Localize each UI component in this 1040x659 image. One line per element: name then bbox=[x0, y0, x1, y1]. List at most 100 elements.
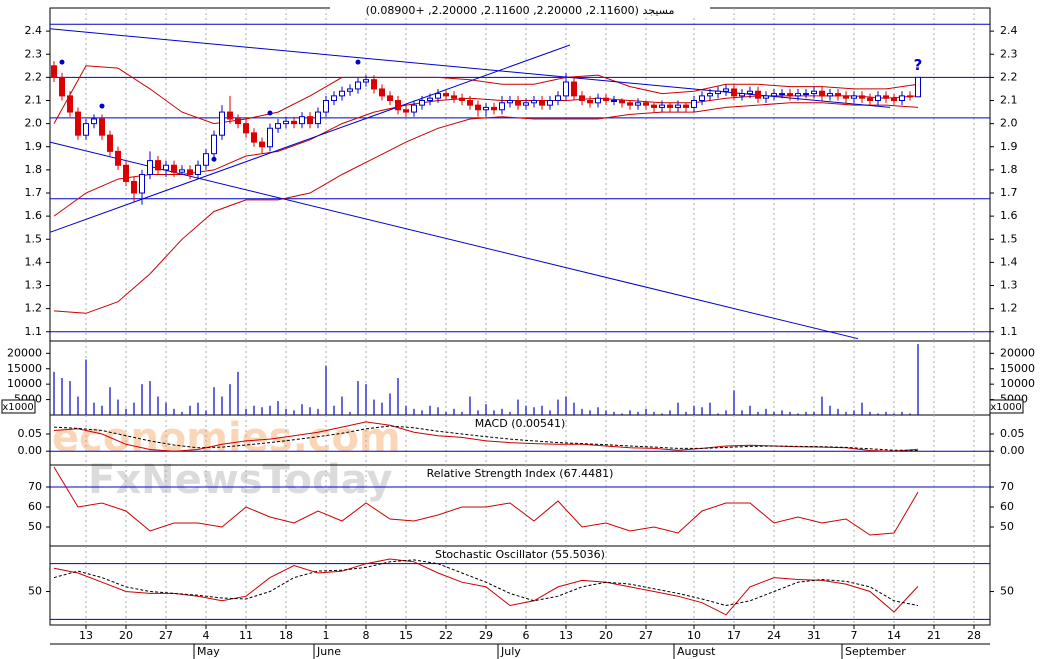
candle-body bbox=[707, 93, 713, 97]
candle-body bbox=[755, 90, 761, 99]
y-tick-label: 1.1 bbox=[1000, 325, 1018, 338]
x-tick-label: 20 bbox=[119, 629, 133, 642]
y-tick-label: 50 bbox=[28, 520, 42, 533]
y-tick-label: 2.4 bbox=[1000, 24, 1018, 37]
indicator-line bbox=[53, 559, 919, 607]
candle-body bbox=[723, 88, 729, 92]
candle-body bbox=[83, 123, 89, 136]
candle-body bbox=[315, 111, 321, 125]
candle-body bbox=[195, 164, 201, 175]
x-tick-label: 13 bbox=[559, 629, 573, 642]
indicator-line bbox=[53, 466, 919, 536]
y-tick-label: 10000 bbox=[7, 377, 42, 390]
y-tick-label: 70 bbox=[1000, 480, 1014, 493]
trend-line bbox=[49, 141, 859, 340]
y-tick-label: 50 bbox=[28, 585, 42, 598]
x-tick-label: 4 bbox=[203, 629, 210, 642]
candle-body bbox=[171, 164, 177, 173]
candle-body bbox=[675, 104, 681, 108]
candle-body bbox=[507, 100, 513, 104]
bollinger-band bbox=[53, 65, 919, 125]
candle-body bbox=[219, 111, 225, 136]
y-tick-label: 2.4 bbox=[25, 24, 43, 37]
candle-body bbox=[891, 97, 897, 101]
candle-body bbox=[475, 104, 481, 111]
x-tick-label: 6 bbox=[523, 629, 530, 642]
candle-body bbox=[443, 93, 449, 97]
y-tick-label: 2.0 bbox=[1000, 117, 1018, 130]
candle-body bbox=[899, 95, 905, 101]
candle-body bbox=[731, 88, 737, 97]
candle-body bbox=[123, 164, 129, 182]
candle-body bbox=[403, 109, 409, 113]
candle-body bbox=[419, 100, 425, 106]
panel-title: MACD (0.00541) bbox=[475, 417, 566, 430]
y-tick-label: 0.00 bbox=[18, 444, 43, 457]
candle-body bbox=[907, 95, 913, 98]
trend-line bbox=[49, 44, 571, 233]
candle-body bbox=[635, 102, 641, 106]
candle-body bbox=[99, 118, 105, 136]
candle-body bbox=[75, 111, 81, 136]
y-tick-label: 0.00 bbox=[1000, 444, 1025, 457]
y-tick-label: 1.4 bbox=[1000, 255, 1018, 268]
candle-body bbox=[387, 95, 393, 101]
candle-body bbox=[203, 153, 209, 166]
candle-body bbox=[459, 97, 465, 101]
candle-body bbox=[747, 90, 753, 95]
x-tick-label: 28 bbox=[967, 629, 981, 642]
candle-body bbox=[435, 93, 441, 99]
y-tick-label: 60 bbox=[1000, 500, 1014, 513]
y-tick-label: 2.1 bbox=[1000, 94, 1018, 107]
month-label: August bbox=[677, 645, 716, 658]
watermark: FxNewsToday bbox=[88, 457, 392, 503]
month-label: June bbox=[316, 645, 341, 658]
indicator-line bbox=[53, 425, 919, 451]
candle-body bbox=[187, 169, 193, 175]
y-tick-label: 1.3 bbox=[25, 279, 43, 292]
candle-body bbox=[571, 81, 577, 97]
y-tick-label: 1.3 bbox=[1000, 279, 1018, 292]
candle-body bbox=[139, 174, 145, 194]
candle-body bbox=[107, 134, 113, 152]
candle-body bbox=[235, 118, 241, 125]
candle-body bbox=[251, 132, 257, 143]
candle-body bbox=[667, 104, 673, 108]
candle-body bbox=[683, 104, 689, 108]
candle-body bbox=[331, 95, 337, 101]
y-tick-label: 2.3 bbox=[1000, 47, 1018, 60]
candle-body bbox=[91, 118, 97, 125]
candle-body bbox=[803, 93, 809, 96]
x-tick-label: 15 bbox=[399, 629, 413, 642]
x-tick-label: 10 bbox=[687, 629, 701, 642]
x-tick-label: 27 bbox=[639, 629, 653, 642]
candle-body bbox=[339, 90, 345, 97]
candle-body bbox=[227, 111, 233, 120]
candle-body bbox=[651, 104, 657, 108]
candle-body bbox=[115, 150, 121, 166]
y-tick-label: 50 bbox=[1000, 585, 1014, 598]
candle-body bbox=[867, 97, 873, 101]
annotation: ? bbox=[914, 56, 923, 74]
candle-body bbox=[155, 160, 161, 171]
y-tick-label: 20000 bbox=[7, 346, 42, 359]
candle-body bbox=[243, 123, 249, 134]
candle-body bbox=[595, 97, 601, 104]
candle-body bbox=[467, 100, 473, 106]
x-tick-label: 24 bbox=[767, 629, 781, 642]
x-tick-label: 27 bbox=[159, 629, 173, 642]
month-label: July bbox=[500, 645, 521, 658]
signal-dot bbox=[99, 103, 105, 109]
candle-body bbox=[771, 93, 777, 97]
unit-label: x1000 bbox=[990, 402, 1021, 413]
candle-body bbox=[163, 164, 169, 171]
chart-title: مسيجد (2.11600, 2.20000, 2.11600, 2.2000… bbox=[366, 4, 675, 17]
panel-frame bbox=[49, 545, 991, 626]
y-tick-label: 1.5 bbox=[1000, 232, 1018, 245]
unit-box bbox=[1, 399, 36, 414]
candle-body bbox=[515, 100, 521, 106]
candle-body bbox=[619, 100, 625, 104]
unit-box bbox=[989, 399, 1024, 414]
